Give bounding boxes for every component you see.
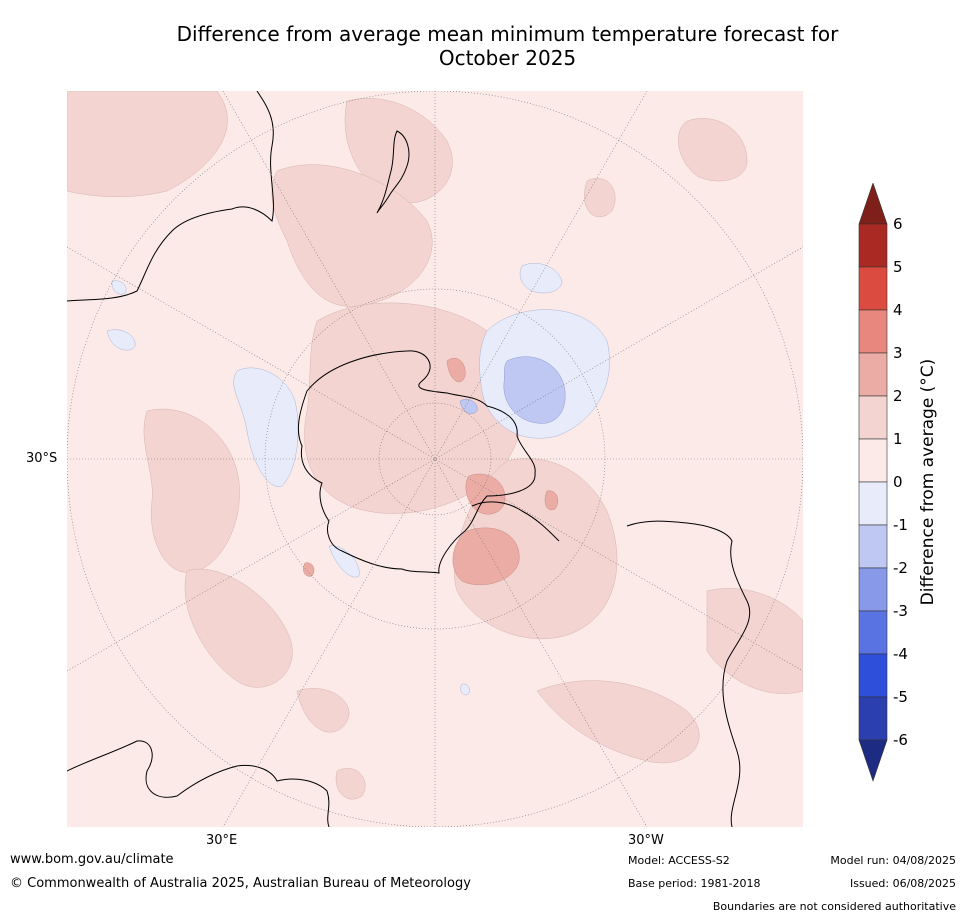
colorbar — [858, 182, 965, 783]
colorbar-box — [858, 524, 888, 569]
footer-issued: Issued: 06/08/2025 — [849, 877, 956, 890]
colorbar-box — [858, 696, 888, 741]
anomaly-map — [67, 91, 803, 827]
lon-label-30e: 30°E — [206, 833, 238, 848]
colorbar-tick-label: -6 — [893, 731, 908, 749]
colorbar-tick-label: 2 — [893, 387, 903, 405]
footer-model: Model: ACCESS-S2 — [628, 854, 730, 867]
colorbar-box — [858, 438, 888, 483]
footer-disclaimer: Boundaries are not considered authoritat… — [712, 900, 956, 913]
colorbar-arrow-top — [858, 182, 888, 225]
lat-label-30s: 30°S — [26, 451, 58, 466]
graticule — [67, 91, 803, 827]
colorbar-tick-label: 5 — [893, 258, 903, 276]
colorbar-title: Difference from average (°C) — [918, 358, 938, 606]
colorbar-tick-label: 0 — [893, 473, 903, 491]
footer-model-run: Model run: 04/08/2025 — [830, 854, 956, 867]
lon-label-30w: 30°W — [628, 833, 664, 848]
anomaly-1-to-2-regions — [67, 91, 803, 800]
colorbar-tick-label: -2 — [893, 559, 908, 577]
colorbar-tick-label: 1 — [893, 430, 903, 448]
colorbar-tick-label: -1 — [893, 516, 908, 534]
map-title: Difference from average mean minimum tem… — [60, 22, 955, 70]
title-line-2: October 2025 — [438, 46, 577, 70]
colorbar-box — [858, 481, 888, 526]
footer-url[interactable]: www.bom.gov.au/climate — [10, 852, 174, 867]
footer-copyright: © Commonwealth of Australia 2025, Austra… — [10, 876, 471, 891]
colorbar-tick-label: 4 — [893, 301, 903, 319]
antarctic-peninsula — [471, 501, 560, 542]
south-america-coastline — [626, 520, 751, 827]
colorbar-box — [858, 352, 888, 397]
colorbar-tick-label: -4 — [893, 645, 908, 663]
title-line-1: Difference from average mean minimum tem… — [176, 22, 839, 46]
colorbar-box — [858, 610, 888, 655]
colorbar-box — [858, 653, 888, 698]
colorbar-tick-label: -5 — [893, 688, 908, 706]
antarctica-coastline — [297, 350, 536, 574]
africa-coastline — [67, 740, 330, 827]
colorbar-tick-label: 6 — [893, 215, 903, 233]
anomaly-minus2-to-minus1-regions — [459, 356, 566, 424]
colorbar-box — [858, 567, 888, 612]
new-zealand-coastline — [376, 130, 410, 214]
colorbar-tick-label: -3 — [893, 602, 908, 620]
colorbar-box — [858, 395, 888, 440]
australia-coastline — [67, 91, 274, 302]
colorbar-tick-label: 3 — [893, 344, 903, 362]
anomaly-2-to-3-regions — [303, 357, 558, 586]
colorbar-box — [858, 266, 888, 311]
colorbar-box — [858, 223, 888, 268]
footer-base-period: Base period: 1981-2018 — [628, 877, 761, 890]
colorbar-arrow-bottom — [858, 739, 888, 782]
colorbar-box — [858, 309, 888, 354]
